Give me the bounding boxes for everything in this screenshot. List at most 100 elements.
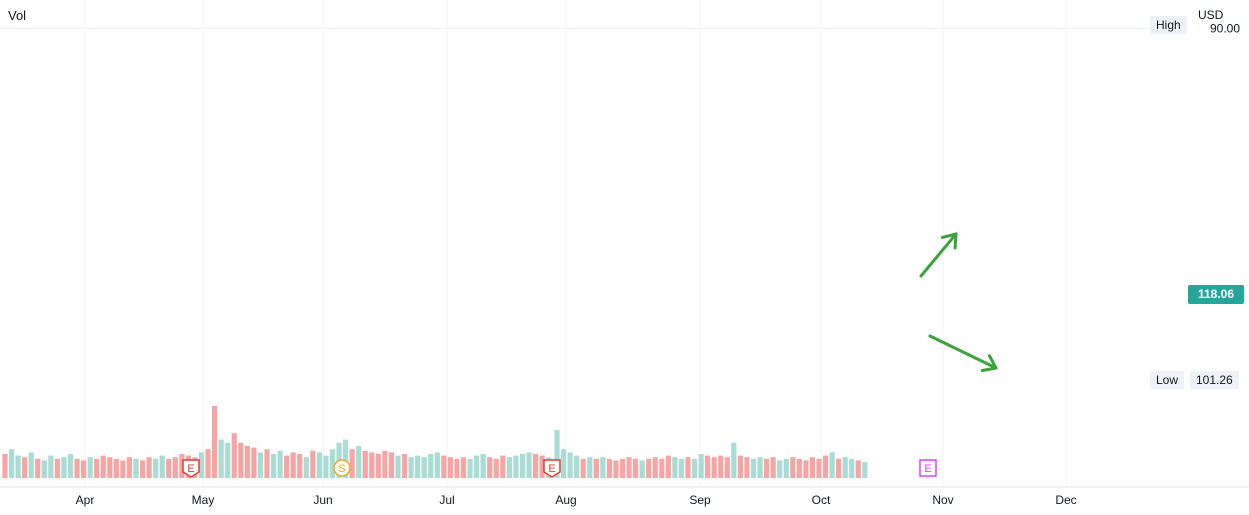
volume-bar [153,458,159,478]
volume-bar [724,457,730,478]
volume-bar [862,462,868,478]
volume-bar [100,455,106,478]
volume-bar [205,449,211,478]
volume-bar [554,430,560,478]
volume-bar [659,458,665,478]
x-tick-label: Oct [812,493,831,507]
volume-bar [816,458,822,478]
volume-bar [22,457,28,478]
split-marker [333,459,351,477]
volume-bar [349,449,355,478]
volume-bar [737,455,743,478]
volume-bar [107,457,113,478]
x-tick-label: Jul [439,493,454,507]
volume-bar [744,457,750,478]
x-tick-label: Apr [76,493,95,507]
volume-bar [441,455,447,478]
volume-bar [415,455,421,478]
volume-bar [264,449,270,478]
volume-bar [626,457,632,478]
volume-bar [87,457,93,478]
volume-bar [198,452,205,478]
volume-bar [277,450,283,478]
volume-bar [284,455,290,478]
volume-bar [257,452,264,478]
volume-bar [218,439,224,478]
volume-bar [822,455,829,478]
volume-bar [231,433,237,478]
price-axis[interactable]: 90.00110.00120.00130.00140.00150.00160.0… [1203,0,1240,36]
down-arrow [928,334,998,370]
volume-bar [159,455,165,478]
volume-bar [133,458,139,478]
volume-bar [460,457,467,478]
volume-bar [698,454,704,478]
earnings-marker [543,459,561,478]
up-arrow [919,232,958,278]
volume-bar [842,457,848,478]
volume-bar [166,458,172,478]
volume-bar [35,458,41,478]
volume-bar [48,455,54,478]
x-tick-label: Aug [555,493,576,507]
volume-bar [382,450,388,478]
event-marker-label: E [548,463,555,475]
volume-bar [369,452,375,478]
volume-bar [401,454,408,478]
x-tick-label: Nov [932,493,953,507]
volume-bar [731,442,737,478]
volume-bar [567,452,573,478]
time-axis[interactable]: Apr May Jun Jul Aug Sep Oct Nov Dec [0,486,1249,507]
volume-bar [15,455,21,478]
volume-bar [238,442,244,478]
volume-bar [41,460,47,478]
event-marker-label: E [187,463,194,475]
volume-bar [146,457,152,478]
event-marker-label: E [924,463,931,475]
volume-indicator-label[interactable]: Vol [8,8,27,23]
volume-bar [270,454,277,478]
volume-bar [2,454,8,478]
volume-bar [587,457,593,478]
y-tick-label: 90.00 [1210,22,1240,36]
volume-bar [532,454,539,478]
volume-bar [836,458,842,478]
volume-bar [212,406,218,478]
volume-bar [685,457,691,478]
drawings [919,232,998,372]
volume-bar [777,460,783,478]
volume-bar [574,455,580,478]
volume-bar [705,455,711,478]
up-arrow-head [940,232,958,250]
volume-bar [120,460,126,478]
volume-bars [2,406,868,478]
volume-bar [646,458,652,478]
volume-bar [428,454,434,478]
volume-bar [139,460,146,478]
volume-bar [593,458,599,478]
grid-lines [0,0,1187,487]
high-label: High [1150,16,1187,34]
volume-bar [606,458,612,478]
volume-bar [783,458,789,478]
volume-bar [251,447,257,478]
upcoming-earnings-marker [919,459,937,477]
volume-bar [790,457,796,478]
volume-bar [67,454,74,478]
volume-bar [803,460,809,478]
volume-bar [388,452,395,478]
volume-bar [849,458,855,478]
volume-bar [375,454,381,478]
volume-bar [560,449,567,478]
volume-bar [506,457,512,478]
volume-bar [829,452,835,478]
volume-bar [757,457,763,478]
volume-bar [613,460,619,478]
volume-bar [526,452,532,478]
volume-bar [421,457,427,478]
volume-bar [480,454,486,478]
volume-bar [665,455,671,478]
volume-bar [519,454,526,478]
